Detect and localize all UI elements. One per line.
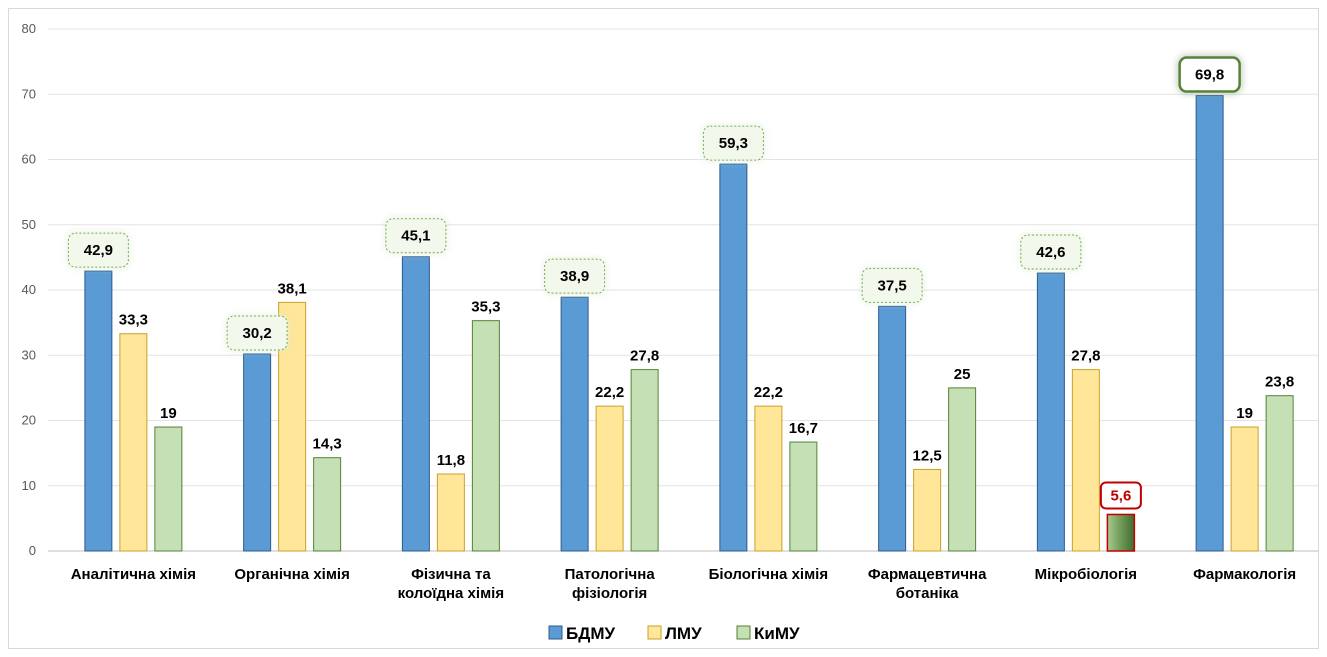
bar-БДМУ-5 [878,305,907,552]
x-tick-label: Аналітична хімія [71,566,196,583]
y-tick-label: 40 [22,282,36,297]
bar-КиМУ-0 [154,426,183,552]
data-label: 16,7 [789,420,818,437]
y-tick-label: 20 [22,413,36,428]
bar-КиМУ-4 [789,441,818,552]
data-label: 19 [1236,405,1253,422]
x-tick-label: Фармацевтична [868,566,987,583]
bar-БДМУ-7 [1195,95,1224,552]
x-tick-label: колоїдна хімія [398,585,504,602]
highlight-box [226,315,288,351]
highlight-box [544,258,606,294]
legend-swatch [736,625,751,640]
bar-ЛМУ-5 [913,468,942,552]
data-label: 59,3 [719,135,748,152]
bar-КиМУ-1 [313,457,342,552]
bar-БДМУ-2 [401,256,430,552]
highlight-box [1020,234,1082,270]
highlight-box [702,125,764,161]
y-tick-label: 10 [22,478,36,493]
bar-КиМУ-5 [948,387,977,552]
data-labels: 42,9 33,3 19 30,2 38,1 14,3 45,1 11,8 35,3 38,9 22… [67,56,1294,510]
x-tick-label: фізіологія [572,585,647,602]
data-label: 25 [954,366,971,383]
x-tick-label: Фармакологія [1193,566,1296,583]
highlight-box [67,232,129,268]
data-label: 33,3 [119,312,148,329]
bar-КиМУ-7 [1265,395,1294,552]
bar-КиМУ-6 [1106,513,1136,552]
bar-КиМУ-3 [630,369,659,552]
legend-label: ЛМУ [665,624,702,643]
chart-frame [8,8,1319,649]
bar-ЛМУ-7 [1230,426,1259,552]
bar-БДМУ-4 [719,163,748,552]
bar-БДМУ-6 [1036,272,1065,552]
data-label: 14,3 [313,436,342,453]
data-label: 38,1 [278,280,307,297]
data-label: 27,8 [630,348,659,365]
bars [84,95,1294,552]
legend-swatch [647,625,662,640]
data-label: 22,2 [595,384,624,401]
data-label: 42,9 [84,242,113,259]
data-label: 69,8 [1195,67,1224,84]
data-label: 27,8 [1071,348,1100,365]
data-label: 22,2 [754,384,783,401]
bar-ЛМУ-4 [754,405,783,552]
data-label: 5,6 [1110,487,1131,504]
gridlines [48,28,1318,552]
data-label: 11,8 [437,452,465,469]
min-highlight-box [1099,481,1142,510]
x-tick-label: ботаніка [896,585,959,602]
data-label: 42,6 [1036,244,1065,261]
bar-ЛМУ-6 [1071,369,1100,552]
data-label: 12,5 [913,447,942,464]
y-tick-label: 50 [22,217,36,232]
max-highlight-box [1178,56,1241,93]
data-label: 23,8 [1265,374,1294,391]
legend-swatch [548,625,563,640]
x-axis: Аналітична хімія Органічна хімія Фізична т… [71,566,1296,602]
data-label: 19 [160,405,177,422]
y-tick-label: 0 [29,543,36,558]
bar-БДМУ-0 [84,270,113,552]
legend-label: БДМУ [566,624,615,643]
highlight-box [385,218,447,254]
legend: БДМУ ЛМУ КиМУ [548,624,800,643]
x-tick-label: Патологічна [565,566,656,583]
data-label: 37,5 [878,277,907,294]
bar-БДМУ-1 [243,353,272,552]
data-label: 38,9 [560,268,589,285]
bar-ЛМУ-3 [595,405,624,552]
x-tick-label: Органічна хімія [234,566,349,583]
data-label: 45,1 [401,228,430,245]
y-tick-label: 30 [22,347,36,362]
y-axis: 0 10 20 30 40 50 60 70 80 [22,21,36,558]
bar-КиМУ-2 [471,320,500,552]
x-tick-label: Фізична та [411,566,491,583]
y-tick-label: 60 [22,152,36,167]
legend-label: КиМУ [754,624,800,643]
data-label: 30,2 [243,325,272,342]
y-tick-label: 80 [22,21,36,36]
bar-ЛМУ-2 [436,473,465,552]
bar-БДМУ-3 [560,296,589,552]
x-tick-label: Біологічна хімія [709,566,828,583]
data-label: 35,3 [471,299,500,316]
x-tick-label: Мікробіологія [1035,566,1137,583]
highlight-box [861,267,923,303]
y-tick-label: 70 [22,86,36,101]
bar-ЛМУ-0 [119,333,148,552]
